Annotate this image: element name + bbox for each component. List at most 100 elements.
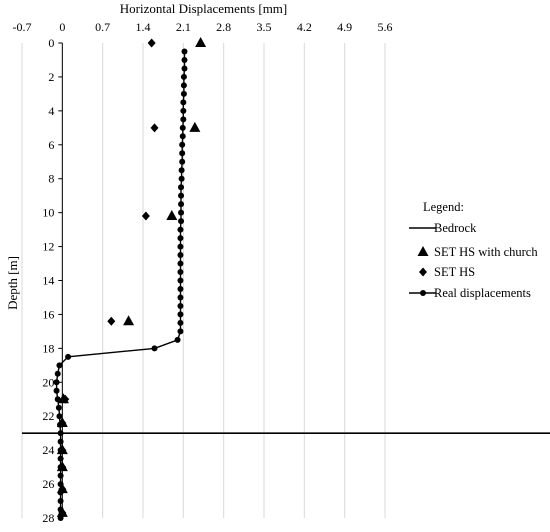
real-displacement-point bbox=[177, 252, 184, 259]
real-displacement-point bbox=[57, 506, 64, 513]
real-displacement-point bbox=[178, 167, 185, 174]
y-tick-label: 0 bbox=[48, 36, 54, 50]
real-displacement-point bbox=[180, 99, 187, 106]
y-tick-label: 14 bbox=[42, 274, 54, 288]
real-displacement-point bbox=[57, 489, 64, 496]
x-tick-label: 0.7 bbox=[95, 20, 110, 34]
y-tick-label: 6 bbox=[48, 138, 54, 152]
real-displacement-point bbox=[179, 158, 186, 165]
series-real-displacements bbox=[53, 48, 188, 521]
real-displacement-point bbox=[57, 430, 64, 437]
real-displacement-point bbox=[178, 175, 185, 182]
plot-area bbox=[22, 37, 550, 521]
y-axis-title: Depth [m] bbox=[5, 256, 20, 310]
real-displacement-point bbox=[180, 116, 187, 123]
real-displacement-point bbox=[57, 481, 64, 488]
real-displacement-point bbox=[174, 336, 181, 343]
set-hs-point bbox=[141, 211, 150, 221]
legend-entry-label: Real displacements bbox=[434, 286, 531, 300]
legend-swatch-circle bbox=[420, 290, 426, 296]
set-hs-point bbox=[61, 394, 70, 404]
real-displacement-point bbox=[181, 65, 188, 72]
set-hs-point bbox=[150, 123, 159, 133]
legend-entry-label: SET HS bbox=[434, 265, 475, 279]
set-hs-church-point bbox=[195, 37, 207, 47]
x-tick-label: 2.1 bbox=[176, 20, 191, 34]
x-tick-label: 4.2 bbox=[297, 20, 312, 34]
real-displacement-point bbox=[181, 48, 188, 55]
x-tick-label: 3.5 bbox=[257, 20, 272, 34]
real-displacement-point bbox=[177, 269, 184, 276]
y-tick-label: 2 bbox=[48, 70, 54, 84]
real-displacement-point bbox=[178, 201, 185, 208]
real-displacement-point bbox=[65, 353, 72, 360]
real-displacement-point bbox=[178, 184, 185, 191]
y-tick-label: 12 bbox=[42, 240, 54, 254]
real-displacement-point bbox=[177, 235, 184, 242]
real-displacement-point bbox=[178, 218, 185, 225]
real-displacement-point bbox=[177, 319, 184, 326]
real-displacement-point bbox=[54, 396, 61, 403]
legend-swatch-diamond bbox=[419, 267, 427, 277]
real-displacement-point bbox=[57, 455, 64, 462]
set-hs-church-point bbox=[189, 121, 201, 132]
x-tick-label: 1.4 bbox=[136, 20, 151, 34]
y-tick-label: 4 bbox=[48, 104, 54, 118]
real-displacement-point bbox=[55, 404, 62, 411]
real-displacement-point bbox=[177, 302, 184, 309]
real-displacement-point bbox=[180, 73, 187, 80]
x-tick-label: 0 bbox=[59, 20, 65, 34]
legend-swatch-triangle bbox=[417, 246, 429, 256]
real-displacement-point bbox=[177, 328, 184, 335]
x-axis-title: Horizontal Displacements [mm] bbox=[120, 1, 288, 16]
real-displacement-point bbox=[57, 438, 64, 445]
set-hs-point bbox=[147, 38, 156, 48]
real-displacement-point bbox=[177, 243, 184, 250]
y-tick-label: 16 bbox=[42, 307, 54, 321]
real-displacement-point bbox=[57, 472, 64, 479]
x-tick-label: 2.8 bbox=[216, 20, 231, 34]
real-displacement-point bbox=[180, 82, 187, 89]
real-displacement-point bbox=[57, 464, 64, 471]
real-displacement-point bbox=[177, 226, 184, 233]
y-tick-label: 24 bbox=[42, 443, 54, 457]
y-tick-label: 10 bbox=[42, 206, 54, 220]
x-tick-label: 5.6 bbox=[378, 20, 393, 34]
real-displacement-point bbox=[177, 294, 184, 301]
real-displacement-point bbox=[57, 498, 64, 505]
real-displacement-point bbox=[57, 515, 64, 521]
set-hs-point bbox=[107, 316, 116, 326]
real-displacement-point bbox=[151, 345, 158, 352]
real-displacement-point bbox=[180, 90, 187, 97]
x-tick-label: 4.9 bbox=[337, 20, 352, 34]
real-displacement-point bbox=[180, 107, 187, 114]
real-displacement-point bbox=[177, 260, 184, 267]
set-hs-church-point bbox=[123, 315, 135, 326]
real-displacement-point bbox=[177, 285, 184, 292]
y-tick-label: 28 bbox=[42, 511, 54, 525]
x-tick-labels: -0.7 0 0.7 1.4 2.1 2.8 3.5 4.2 4.9 5.6 bbox=[13, 20, 393, 34]
real-displacement-point bbox=[178, 209, 185, 216]
y-tick-label: 20 bbox=[42, 375, 54, 389]
real-displacement-point bbox=[53, 379, 60, 386]
y-tick-label: 26 bbox=[42, 477, 54, 491]
vertical-gridlines bbox=[21, 43, 386, 518]
real-displacement-point bbox=[177, 311, 184, 318]
real-displacement-point bbox=[179, 141, 186, 148]
real-displacement-point bbox=[179, 133, 186, 140]
legend: Legend: Bedrock SET HS with church SET HS Re… bbox=[409, 200, 538, 300]
real-displacement-point bbox=[53, 387, 60, 394]
real-displacement-point bbox=[179, 124, 186, 131]
x-tick-label: -0.7 bbox=[13, 20, 32, 34]
real-displacement-point bbox=[54, 370, 61, 377]
y-tick-label: 22 bbox=[42, 409, 54, 423]
real-displacement-point bbox=[177, 277, 184, 284]
legend-entry-label: SET HS with church bbox=[434, 245, 538, 259]
real-displacement-point bbox=[179, 150, 186, 157]
legend-entry-label: Bedrock bbox=[434, 221, 477, 235]
real-displacement-point bbox=[57, 421, 64, 428]
y-tick-label: 18 bbox=[42, 341, 54, 355]
legend-title: Legend: bbox=[423, 200, 464, 214]
